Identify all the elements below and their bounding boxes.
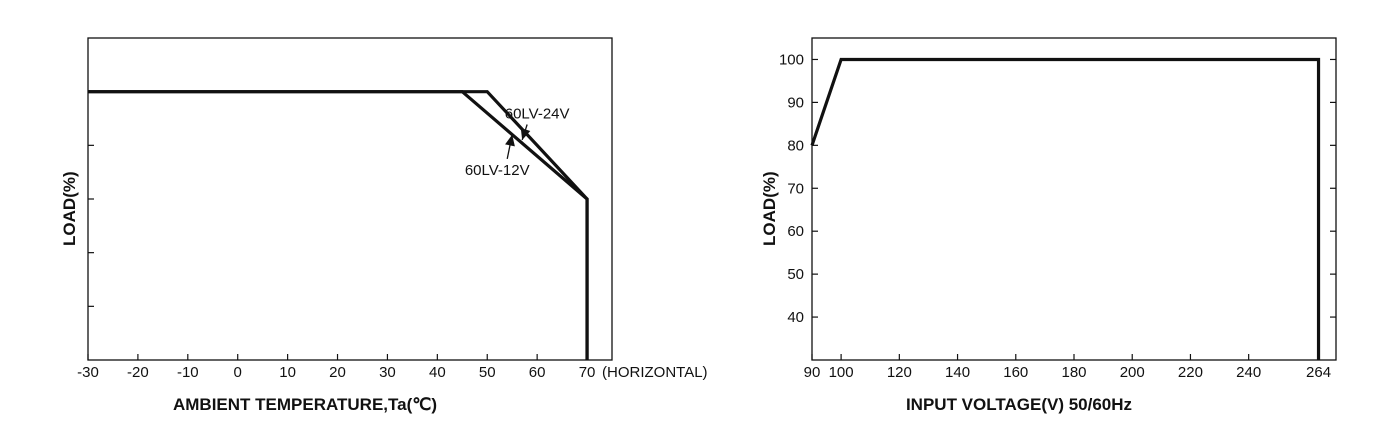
chart2-y-axis-label: LOAD(%) bbox=[760, 171, 779, 246]
chart2-y-tick-label: 70 bbox=[787, 180, 804, 197]
chart2-y-tick-label: 100 bbox=[779, 51, 804, 68]
temperature-derating-chart: -30 -20 -10 0 10 20 30 40 50 60 70 60LV-24V 60LV-12… bbox=[60, 37, 708, 414]
chart2-x-tick-label: 200 bbox=[1120, 364, 1145, 381]
chart2-x-tick-label: 264 bbox=[1306, 364, 1331, 381]
chart1-x-tick-label: 0 bbox=[234, 364, 242, 381]
chart1-annotation-arrowhead-1 bbox=[520, 127, 531, 140]
chart1-series-line-1 bbox=[88, 90, 589, 360]
chart2-plot-frame bbox=[811, 37, 1337, 361]
chart2-y-tick-label: 80 bbox=[787, 137, 804, 154]
chart1-annotation-arrowhead-2 bbox=[505, 134, 515, 147]
chart1-plot-frame bbox=[87, 37, 613, 361]
chart1-x-tick-label: 20 bbox=[329, 364, 346, 381]
chart2-y-tick-label: 40 bbox=[787, 309, 804, 326]
chart1-x-tick-label: 60 bbox=[529, 364, 546, 381]
chart2-x-ticks: 90 100 120 140 160 180 200 220 240 264 bbox=[804, 354, 1331, 381]
chart2-x-tick-label: 240 bbox=[1236, 364, 1261, 381]
chart2-y-tick-label: 60 bbox=[787, 223, 804, 240]
chart2-x-tick-label: 90 bbox=[804, 364, 821, 381]
chart2-x-tick-label: 100 bbox=[829, 364, 854, 381]
chart1-x-tick-label: 70 bbox=[579, 364, 596, 381]
chart1-x-note: (HORIZONTAL) bbox=[602, 364, 708, 381]
chart2-y-tick-label: 90 bbox=[787, 94, 804, 111]
chart1-x-tick-label: 50 bbox=[479, 364, 496, 381]
chart1-series bbox=[88, 90, 589, 360]
chart1-y-axis-label: LOAD(%) bbox=[60, 171, 79, 246]
chart2-x-tick-label: 140 bbox=[945, 364, 970, 381]
chart1-annotation-label-1: 60LV-24V bbox=[505, 106, 570, 123]
chart1-x-tick-label: 30 bbox=[379, 364, 396, 381]
chart1-x-tick-label: -30 bbox=[77, 364, 99, 381]
chart1-annotations: 60LV-24V 60LV-12V bbox=[465, 106, 570, 179]
chart2-series-line-1 bbox=[810, 57, 1321, 360]
chart1-x-axis-label: AMBIENT TEMPERATURE,Ta(℃) bbox=[173, 395, 437, 414]
chart1-x-tick-label: 10 bbox=[279, 364, 296, 381]
chart1-x-tick-label: -20 bbox=[127, 364, 149, 381]
chart1-y-ticks bbox=[88, 91, 94, 307]
chart2-y-tick-label: 50 bbox=[787, 266, 804, 283]
chart2-x-axis-label: INPUT VOLTAGE(V) 50/60Hz bbox=[906, 395, 1132, 414]
chart1-x-tick-label: -10 bbox=[177, 364, 199, 381]
chart2-x-tick-label: 120 bbox=[887, 364, 912, 381]
chart1-x-ticks: -30 -20 -10 0 10 20 30 40 50 60 70 bbox=[77, 354, 595, 381]
chart2-series bbox=[810, 57, 1321, 360]
input-voltage-derating-chart: 40 50 60 70 80 90 100 90 100 120 140 160 180 200 220 2… bbox=[760, 37, 1337, 414]
chart2-y-ticks: 40 50 60 70 80 90 100 bbox=[779, 51, 1336, 326]
chart1-series-line-2 bbox=[88, 90, 589, 360]
chart2-x-tick-label: 220 bbox=[1178, 364, 1203, 381]
chart2-x-tick-label: 160 bbox=[1003, 364, 1028, 381]
chart2-x-tick-label: 180 bbox=[1061, 364, 1086, 381]
chart1-x-tick-label: 40 bbox=[429, 364, 446, 381]
chart1-annotation-label-2: 60LV-12V bbox=[465, 162, 530, 179]
